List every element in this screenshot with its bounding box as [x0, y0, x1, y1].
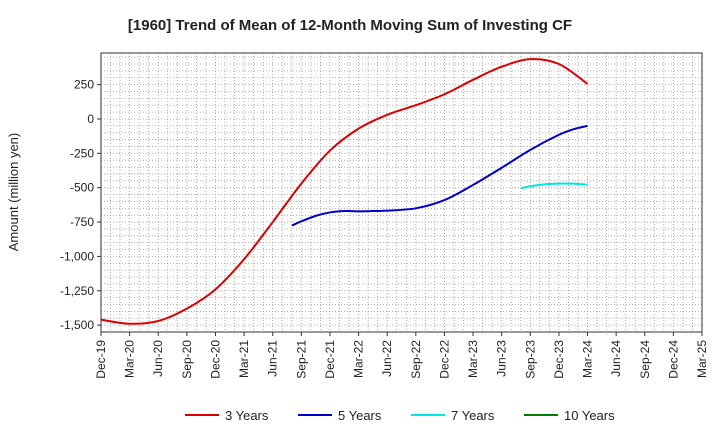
- chart-title: [1960] Trend of Mean of 12-Month Moving …: [128, 17, 572, 34]
- legend: 3 Years 5 Years 7 Years 10 Years: [185, 408, 615, 423]
- x-tick-label: Jun-21: [266, 340, 280, 377]
- series-line-5-years: [291, 124, 588, 227]
- y-axis-ticks: 250 0 -250 -500 -750 -1,000 -1,250 -1,500: [60, 78, 101, 332]
- y-tick-label: -1,250: [60, 284, 94, 298]
- legend-label: 3 Years: [225, 408, 269, 423]
- x-tick-label: Sep-21: [294, 340, 308, 379]
- x-tick-label: Mar-25: [695, 340, 709, 378]
- legend-label: 10 Years: [564, 408, 615, 423]
- x-axis-ticks: Dec-19 Mar-20 Jun-20 Sep-20 Dec-20 Mar-21 Jun-…: [94, 332, 709, 379]
- x-tick-label: Sep-23: [523, 340, 537, 379]
- x-tick-label: Sep-24: [638, 340, 652, 379]
- series-line-3-years: [100, 58, 589, 325]
- y-tick-label: -1,500: [60, 318, 94, 332]
- x-tick-label: Mar-24: [581, 340, 595, 378]
- x-tick-label: Jun-22: [380, 340, 394, 377]
- y-tick-label: -1,000: [60, 249, 94, 263]
- x-tick-label: Dec-23: [552, 340, 566, 379]
- y-tick-label: -750: [70, 215, 94, 229]
- x-tick-label: Dec-19: [94, 340, 108, 379]
- x-tick-label: Mar-22: [352, 340, 366, 378]
- legend-label: 7 Years: [451, 408, 495, 423]
- y-tick-label: -500: [70, 181, 94, 195]
- series-line-7-years: [520, 182, 588, 190]
- x-tick-label: Dec-21: [323, 340, 337, 379]
- grid: [100, 53, 703, 332]
- legend-label: 5 Years: [338, 408, 382, 423]
- x-tick-label: Mar-23: [466, 340, 480, 378]
- x-tick-label: Dec-22: [437, 340, 451, 379]
- plot-frame: [100, 52, 703, 333]
- x-tick-label: Jun-23: [495, 340, 509, 377]
- series-lines: [100, 58, 589, 325]
- y-tick-label: 250: [74, 78, 94, 92]
- x-tick-label: Dec-20: [208, 340, 222, 379]
- x-tick-label: Jun-20: [151, 340, 165, 377]
- x-tick-label: Sep-22: [409, 340, 423, 379]
- x-tick-label: Mar-21: [237, 340, 251, 378]
- x-tick-label: Mar-20: [123, 340, 137, 378]
- plot-area: [101, 53, 702, 332]
- y-tick-label: -250: [70, 146, 94, 160]
- x-tick-label: Dec-24: [666, 340, 680, 379]
- y-axis-label: Amount (million yen): [6, 133, 21, 252]
- x-tick-label: Sep-20: [180, 340, 194, 379]
- y-tick-label: 0: [87, 112, 94, 126]
- x-tick-label: Jun-24: [609, 340, 623, 377]
